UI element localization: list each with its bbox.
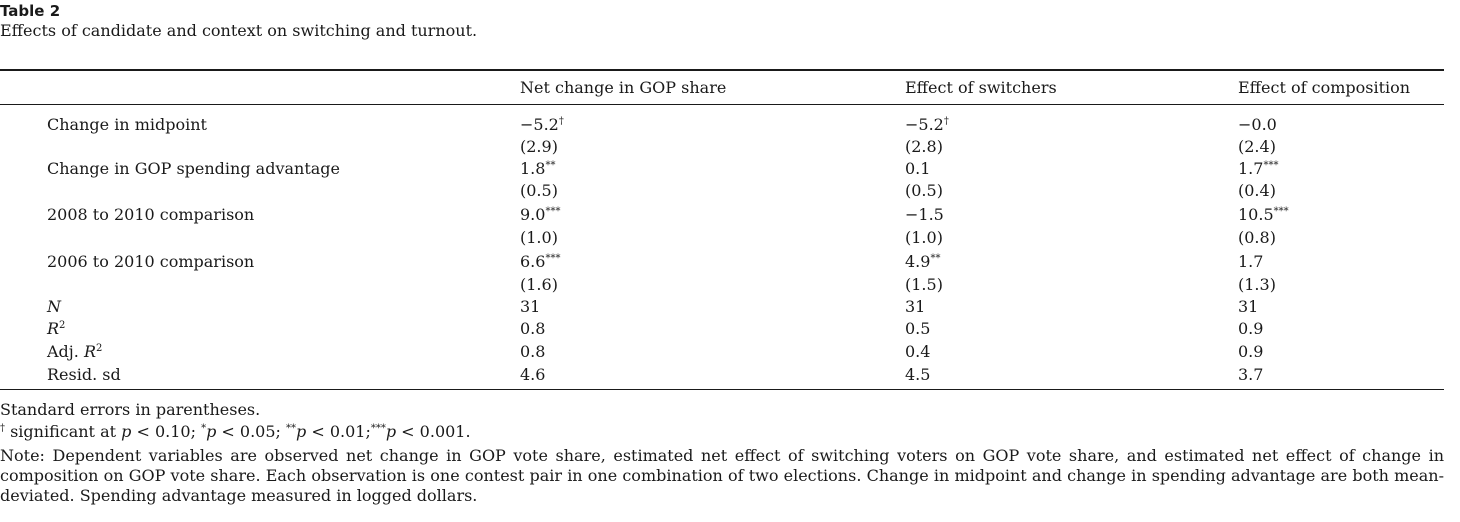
stat-cell: 0.8	[520, 342, 546, 361]
row-label: 2006 to 2010 comparison	[47, 252, 255, 271]
coef-cell: 9.0***	[520, 205, 561, 224]
stat-cell: 31	[1238, 297, 1259, 316]
stat-cell: 0.8	[520, 319, 546, 338]
coef-cell: −5.2†	[520, 115, 564, 134]
table-note: Note: Dependent variables are observed n…	[0, 446, 1444, 505]
header-rule	[0, 104, 1444, 105]
row-label: Change in GOP spending advantage	[47, 159, 341, 178]
stat-cell: 0.9	[1238, 342, 1264, 361]
coef-cell: −1.5	[905, 205, 944, 224]
coef-cell: 10.5***	[1238, 205, 1289, 224]
coef-cell: 0.1	[905, 159, 931, 178]
table-title: Table 2	[0, 2, 61, 20]
se-footnote: Standard errors in parentheses.	[0, 400, 261, 419]
se-cell: (0.5)	[520, 181, 558, 200]
se-cell: (1.6)	[520, 275, 558, 294]
stat-cell: 0.9	[1238, 319, 1264, 338]
se-cell: (1.5)	[905, 275, 943, 294]
stat-cell: 31	[520, 297, 541, 316]
coef-cell: 6.6***	[520, 252, 561, 271]
header-composition: Effect of composition	[1238, 78, 1411, 97]
stat-cell: 31	[905, 297, 926, 316]
stat-label-n: N	[47, 297, 61, 316]
stat-label-adj-r2: Adj. R2	[47, 342, 103, 361]
se-cell: (2.4)	[1238, 137, 1276, 156]
stat-cell: 0.4	[905, 342, 931, 361]
coef-cell: 1.7***	[1238, 159, 1279, 178]
coef-cell: −5.2†	[905, 115, 949, 134]
row-label: Change in midpoint	[47, 115, 207, 134]
se-cell: (0.5)	[905, 181, 943, 200]
se-cell: (2.9)	[520, 137, 558, 156]
row-label: 2008 to 2010 comparison	[47, 205, 255, 224]
top-rule	[0, 69, 1444, 71]
coef-cell: −0.0	[1238, 115, 1277, 134]
se-cell: (1.3)	[1238, 275, 1276, 294]
se-cell: (1.0)	[905, 228, 943, 247]
stat-label-resid-sd: Resid. sd	[47, 365, 121, 384]
se-cell: (2.8)	[905, 137, 943, 156]
se-cell: (0.4)	[1238, 181, 1276, 200]
stat-cell: 4.6	[520, 365, 546, 384]
se-cell: (1.0)	[520, 228, 558, 247]
coef-cell: 1.8**	[520, 159, 556, 178]
bottom-rule	[0, 389, 1444, 390]
stat-cell: 3.7	[1238, 365, 1264, 384]
stat-cell: 0.5	[905, 319, 931, 338]
header-switchers: Effect of switchers	[905, 78, 1057, 97]
stat-cell: 4.5	[905, 365, 931, 384]
table-caption: Effects of candidate and context on swit…	[0, 21, 478, 40]
coef-cell: 4.9**	[905, 252, 941, 271]
coef-cell: 1.7	[1238, 252, 1264, 271]
se-cell: (0.8)	[1238, 228, 1276, 247]
significance-footnote: † significant at p < 0.10; *p < 0.05; **…	[0, 422, 471, 441]
header-net-change: Net change in GOP share	[520, 78, 727, 97]
stat-label-r2: R2	[47, 319, 66, 338]
